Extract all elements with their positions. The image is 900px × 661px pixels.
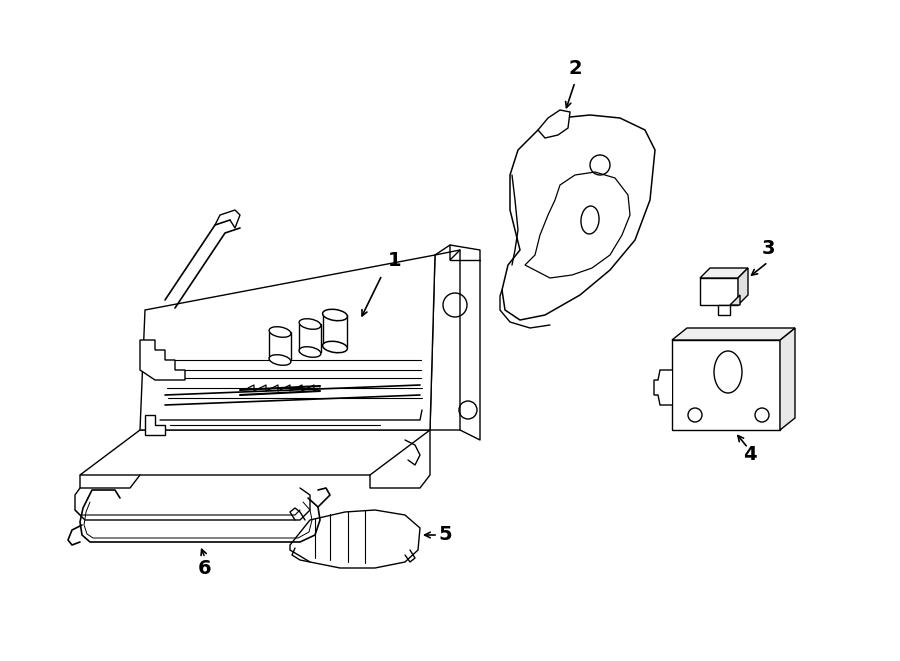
Ellipse shape bbox=[299, 319, 321, 329]
Polygon shape bbox=[730, 295, 740, 305]
Polygon shape bbox=[780, 328, 795, 430]
Polygon shape bbox=[538, 110, 570, 138]
Polygon shape bbox=[525, 172, 630, 278]
Polygon shape bbox=[700, 268, 748, 278]
Polygon shape bbox=[140, 255, 435, 430]
Text: 1: 1 bbox=[388, 251, 401, 270]
Ellipse shape bbox=[299, 347, 321, 358]
Text: 5: 5 bbox=[438, 525, 452, 545]
Polygon shape bbox=[672, 340, 780, 430]
Ellipse shape bbox=[269, 355, 291, 366]
Ellipse shape bbox=[322, 309, 347, 321]
Text: 3: 3 bbox=[761, 239, 775, 258]
Polygon shape bbox=[700, 278, 738, 305]
Ellipse shape bbox=[269, 327, 291, 337]
Polygon shape bbox=[672, 328, 795, 340]
Polygon shape bbox=[738, 268, 748, 305]
Polygon shape bbox=[290, 510, 420, 568]
Text: 4: 4 bbox=[743, 446, 757, 465]
Text: 2: 2 bbox=[568, 59, 581, 77]
Polygon shape bbox=[430, 250, 460, 430]
Polygon shape bbox=[145, 415, 165, 435]
Polygon shape bbox=[502, 115, 655, 320]
Ellipse shape bbox=[322, 341, 347, 353]
Polygon shape bbox=[718, 305, 730, 315]
Polygon shape bbox=[654, 370, 672, 405]
Text: 6: 6 bbox=[198, 559, 212, 578]
Polygon shape bbox=[80, 430, 430, 475]
Polygon shape bbox=[140, 340, 185, 380]
